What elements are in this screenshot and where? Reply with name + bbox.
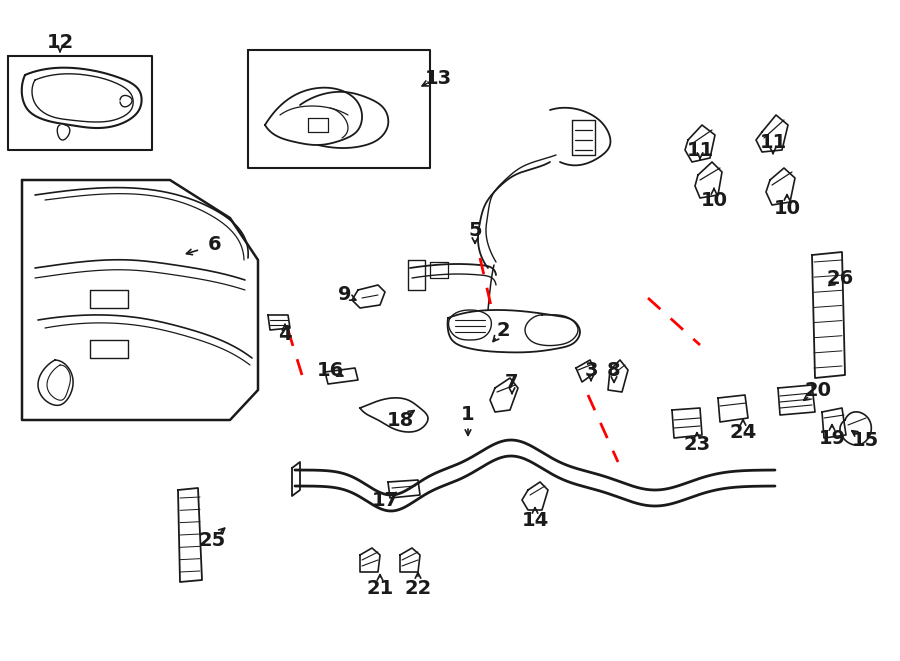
- Text: 11: 11: [760, 132, 787, 151]
- Text: 1: 1: [461, 405, 475, 424]
- Text: 20: 20: [805, 381, 832, 399]
- Text: 25: 25: [198, 531, 226, 549]
- Text: 4: 4: [278, 325, 292, 344]
- Text: 16: 16: [317, 360, 344, 379]
- Text: 10: 10: [773, 198, 800, 217]
- Text: 15: 15: [851, 430, 878, 449]
- Text: 11: 11: [687, 141, 714, 159]
- Text: 23: 23: [683, 436, 711, 455]
- Text: 9: 9: [338, 286, 352, 305]
- Text: 2: 2: [496, 321, 509, 340]
- Text: 21: 21: [366, 578, 393, 598]
- Text: 3: 3: [584, 360, 598, 379]
- Text: 24: 24: [729, 422, 757, 442]
- Text: 12: 12: [47, 32, 74, 52]
- Text: 22: 22: [404, 578, 432, 598]
- Text: 19: 19: [818, 428, 846, 447]
- Text: 18: 18: [386, 410, 414, 430]
- Text: 5: 5: [468, 221, 482, 239]
- Text: 6: 6: [208, 235, 221, 254]
- Text: 14: 14: [521, 510, 549, 529]
- Text: 8: 8: [608, 360, 621, 379]
- Text: 26: 26: [826, 268, 853, 288]
- Text: 7: 7: [505, 373, 518, 391]
- Text: 10: 10: [700, 190, 727, 210]
- Text: 13: 13: [425, 69, 452, 87]
- Text: 17: 17: [372, 490, 399, 510]
